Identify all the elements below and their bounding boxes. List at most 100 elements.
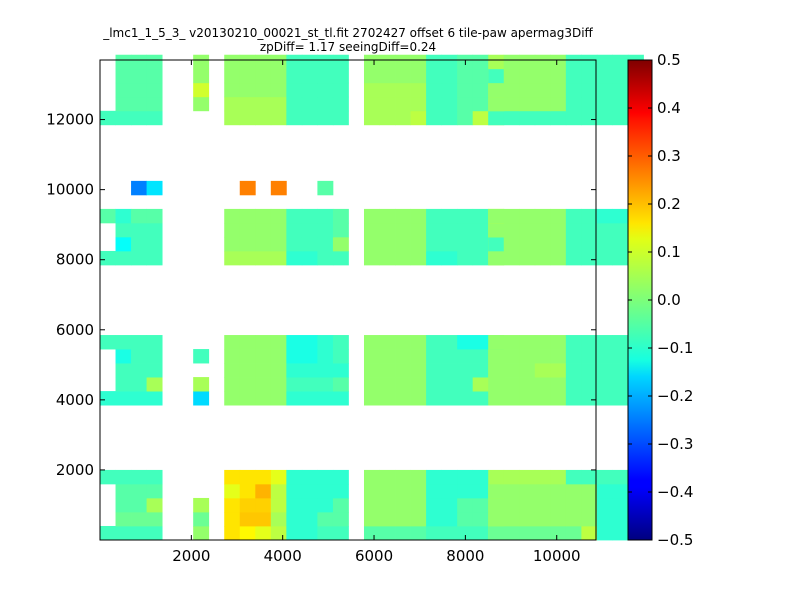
heatmap-cell bbox=[426, 511, 443, 527]
heatmap-cell bbox=[441, 208, 458, 224]
heatmap-cell bbox=[503, 236, 520, 252]
heatmap-cell bbox=[472, 110, 489, 126]
heatmap-cell bbox=[534, 96, 551, 112]
heatmap-cell bbox=[239, 96, 256, 112]
colorbar-tick-label: 0.4 bbox=[657, 99, 681, 117]
heatmap-cell bbox=[519, 82, 536, 98]
heatmap-cell bbox=[410, 349, 427, 364]
heatmap-cell bbox=[426, 68, 443, 84]
heatmap-cell bbox=[286, 110, 303, 126]
heatmap-cell bbox=[457, 250, 474, 266]
heatmap-cell bbox=[379, 335, 396, 350]
heatmap-cell bbox=[301, 377, 318, 392]
heatmap-cell bbox=[131, 335, 147, 350]
heatmap-cell bbox=[286, 208, 303, 224]
heatmap-cell bbox=[472, 68, 489, 84]
heatmap-cell bbox=[301, 391, 318, 406]
heatmap-cell bbox=[270, 497, 287, 513]
heatmap-cell bbox=[488, 363, 505, 378]
heatmap-cell bbox=[270, 511, 287, 527]
heatmap-cell bbox=[503, 208, 520, 224]
heatmap-cell bbox=[301, 349, 318, 364]
heatmap-cell bbox=[131, 363, 147, 378]
heatmap-cell bbox=[379, 483, 396, 499]
heatmap-cell bbox=[317, 391, 334, 406]
heatmap-cell bbox=[286, 391, 303, 406]
heatmap-cell bbox=[363, 208, 380, 224]
heatmap-cell bbox=[301, 82, 318, 98]
heatmap-cell bbox=[317, 511, 334, 527]
heatmap-cell bbox=[519, 525, 536, 541]
heatmap-cell bbox=[612, 483, 629, 499]
colorbar-tick-label: 0.0 bbox=[657, 291, 681, 309]
heatmap-cell bbox=[239, 54, 256, 70]
heatmap-cell bbox=[131, 96, 147, 112]
heatmap-cell bbox=[115, 110, 132, 126]
heatmap-cell bbox=[146, 180, 163, 196]
heatmap-cell bbox=[519, 96, 536, 112]
heatmap-cell bbox=[472, 497, 489, 513]
heatmap-cell bbox=[286, 82, 303, 98]
heatmap-cell bbox=[426, 222, 443, 238]
heatmap-cell bbox=[332, 82, 349, 98]
x-tick-label: 10000 bbox=[533, 547, 581, 565]
heatmap-cell bbox=[270, 180, 287, 196]
heatmap-cell bbox=[550, 110, 567, 126]
heatmap-cell bbox=[286, 483, 303, 499]
heatmap-cell bbox=[612, 208, 629, 224]
heatmap-cell bbox=[255, 208, 272, 224]
x-tick-label: 4000 bbox=[264, 547, 302, 565]
heatmap-cell bbox=[426, 525, 443, 541]
heatmap-cell bbox=[472, 236, 489, 252]
heatmap-cell bbox=[596, 208, 613, 224]
heatmap-cell bbox=[441, 377, 458, 392]
heatmap-cell bbox=[100, 469, 116, 485]
heatmap-cell bbox=[379, 222, 396, 238]
heatmap-cell bbox=[503, 391, 520, 406]
heatmap-cell bbox=[395, 208, 411, 224]
heatmap-cell bbox=[534, 511, 551, 527]
heatmap-cell bbox=[115, 483, 132, 499]
heatmap-cell bbox=[115, 497, 132, 513]
heatmap-cell bbox=[131, 391, 147, 406]
heatmap-cell bbox=[395, 469, 411, 485]
heatmap-cell bbox=[441, 250, 458, 266]
heatmap-cell bbox=[519, 511, 536, 527]
heatmap-cell bbox=[131, 511, 147, 527]
heatmap-cell bbox=[224, 110, 241, 126]
heatmap-cell bbox=[131, 250, 147, 266]
heatmap-cell bbox=[565, 68, 582, 84]
heatmap-cell bbox=[115, 68, 132, 84]
heatmap-cell bbox=[596, 222, 613, 238]
heatmap-cell bbox=[596, 250, 613, 266]
heatmap-cell bbox=[534, 349, 551, 364]
heatmap-cell bbox=[301, 54, 318, 70]
heatmap-cell bbox=[332, 511, 349, 527]
heatmap-cell bbox=[363, 110, 380, 126]
heatmap-cell bbox=[488, 236, 505, 252]
heatmap-cell bbox=[565, 208, 582, 224]
heatmap-cell bbox=[363, 68, 380, 84]
heatmap-cell bbox=[410, 222, 427, 238]
heatmap-cell bbox=[395, 511, 411, 527]
heatmap-cell bbox=[503, 222, 520, 238]
heatmap-cell bbox=[581, 511, 598, 527]
heatmap-cell bbox=[410, 110, 427, 126]
heatmap-cell bbox=[472, 349, 489, 364]
heatmap-cell bbox=[224, 469, 241, 485]
heatmap-cell bbox=[472, 469, 489, 485]
heatmap-cell bbox=[519, 483, 536, 499]
heatmap-cell bbox=[519, 377, 536, 392]
heatmap-cell bbox=[565, 96, 582, 112]
heatmap-cell bbox=[581, 497, 598, 513]
heatmap-cell bbox=[519, 208, 536, 224]
heatmap-cell bbox=[488, 222, 505, 238]
heatmap-cell bbox=[379, 469, 396, 485]
heatmap-cell bbox=[441, 363, 458, 378]
heatmap-cell bbox=[317, 110, 334, 126]
heatmap-cell bbox=[519, 68, 536, 84]
heatmap-cell bbox=[596, 54, 613, 70]
heatmap-cell bbox=[550, 469, 567, 485]
heatmap-cell bbox=[488, 483, 505, 499]
